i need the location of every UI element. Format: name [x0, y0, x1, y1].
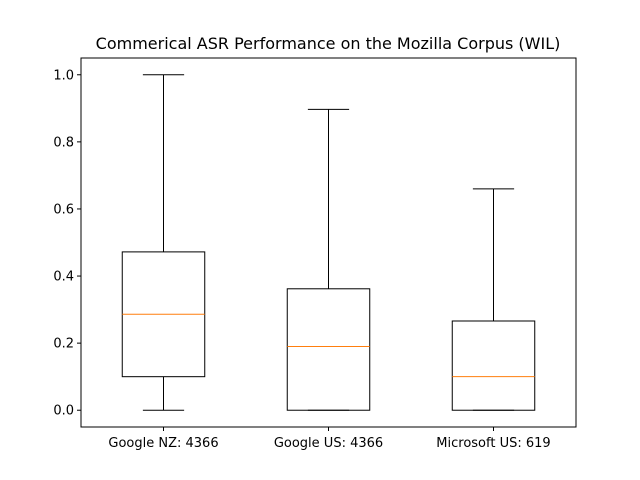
x-tick-label: Google US: 4366 [274, 436, 383, 451]
y-tick-label: 0.2 [53, 337, 74, 352]
box-body [286, 288, 371, 411]
chart-title: Commerical ASR Performance on the Mozill… [96, 34, 561, 53]
y-tick-label: 0.6 [53, 202, 74, 217]
y-tick-label: 1.0 [53, 68, 74, 83]
y-tick-label: 0.0 [53, 404, 74, 419]
box-3 [451, 188, 536, 411]
x-tick-label: Google NZ: 4366 [108, 436, 218, 451]
y-tick-label: 0.4 [53, 270, 74, 285]
y-tick-label: 0.8 [53, 135, 74, 150]
box-1 [121, 74, 206, 411]
plot-area: 0.0 0.2 0.4 0.6 0.8 1.0 Google NZ: 4366 Google … [53, 57, 577, 451]
box-2 [286, 108, 371, 411]
x-tick-label: Microsoft US: 619 [436, 436, 550, 451]
box-body [451, 320, 536, 411]
